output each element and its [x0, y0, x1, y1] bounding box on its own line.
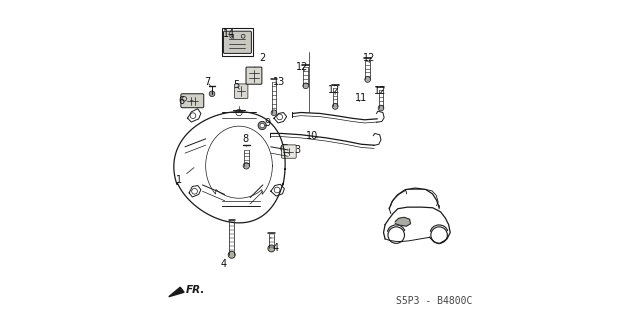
FancyBboxPatch shape [282, 145, 296, 158]
FancyBboxPatch shape [235, 84, 248, 99]
Bar [221, 28, 253, 56]
Circle shape [260, 123, 264, 128]
Text: 14: 14 [223, 29, 236, 39]
Text: 13: 13 [273, 77, 285, 87]
Text: 12: 12 [296, 63, 308, 72]
Circle shape [378, 105, 384, 111]
Text: S5P3 - B4800C: S5P3 - B4800C [396, 296, 472, 306]
Text: 3: 3 [288, 145, 301, 155]
Text: 9: 9 [264, 118, 271, 128]
Text: 6: 6 [179, 96, 193, 106]
FancyBboxPatch shape [223, 31, 252, 53]
Circle shape [271, 110, 277, 116]
FancyBboxPatch shape [246, 67, 262, 84]
Text: 4: 4 [271, 237, 278, 253]
Circle shape [228, 251, 235, 258]
Text: 7: 7 [204, 77, 211, 87]
Circle shape [268, 245, 275, 252]
Text: 8: 8 [243, 134, 248, 147]
Circle shape [332, 104, 338, 109]
Circle shape [243, 163, 250, 169]
Circle shape [365, 77, 371, 82]
FancyBboxPatch shape [181, 94, 204, 108]
Text: 11: 11 [355, 93, 367, 103]
Text: 10: 10 [306, 131, 318, 141]
Polygon shape [396, 217, 410, 226]
Text: 12: 12 [363, 53, 376, 63]
Text: 4: 4 [220, 252, 230, 269]
Circle shape [303, 83, 308, 89]
Text: FR.: FR. [186, 286, 205, 295]
Circle shape [258, 122, 266, 130]
Polygon shape [169, 287, 184, 297]
Text: 5: 5 [233, 80, 239, 90]
Circle shape [209, 91, 215, 97]
Text: 2: 2 [255, 53, 266, 67]
Text: 12: 12 [374, 86, 387, 96]
Text: 12: 12 [328, 85, 340, 95]
Text: 1: 1 [175, 167, 194, 185]
